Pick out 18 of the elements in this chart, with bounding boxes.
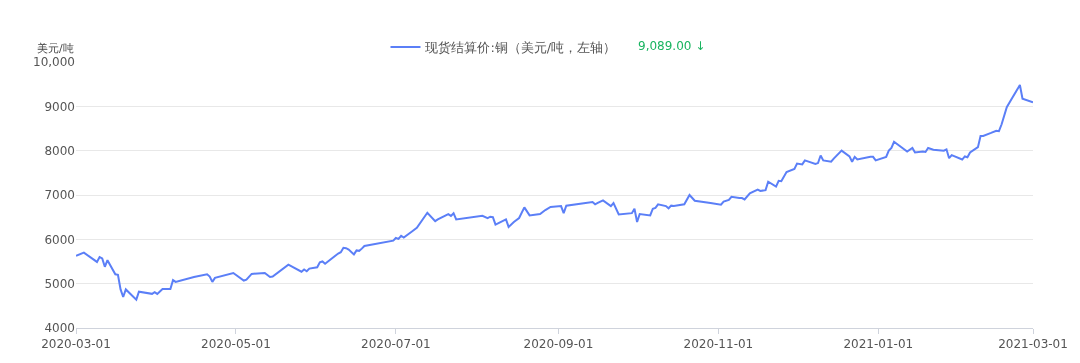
y-tick-label: 7000 [44, 188, 75, 203]
x-tick-label: 2021-01-01 [843, 337, 914, 352]
x-tick-label: 2020-05-01 [201, 337, 271, 352]
y-axis-title: 美元/吨 [37, 42, 74, 55]
y-tick-label: 5000 [44, 276, 75, 291]
x-tick-label: 2020-03-01 [41, 337, 111, 352]
text: 9,089.00 ↓ [638, 39, 706, 53]
y-tick-label: 9000 [44, 99, 75, 114]
x-tick-label: 2020-07-01 [360, 337, 431, 352]
y-tick-label: 10,000 [33, 55, 75, 70]
x-tick-label: 2020-11-01 [683, 337, 754, 352]
legend-label: 现货结算价:铜（美元/吨，左轴） [425, 40, 617, 56]
y-tick-label: 6000 [44, 232, 75, 247]
line-series [76, 84, 1033, 301]
y-tick-label: 4000 [44, 321, 75, 336]
x-tick-label: 2020-09-01 [523, 337, 594, 352]
y-tick-label: 8000 [44, 143, 75, 158]
x-tick-label: 2021-03-01 [998, 337, 1068, 352]
